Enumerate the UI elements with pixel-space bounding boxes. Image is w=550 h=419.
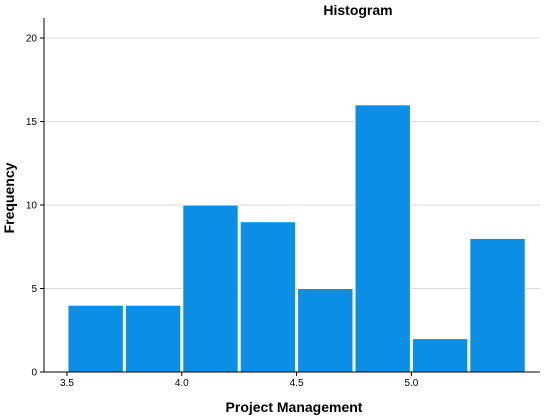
- chart-title: Histogram: [323, 2, 392, 18]
- y-tick-label-10: 10: [26, 201, 38, 212]
- bar-6: [354, 104, 411, 373]
- y-tick-label-0: 0: [31, 368, 37, 379]
- x-tick-label-5.0: 5.0: [404, 378, 418, 389]
- x-axis-label: Project Management: [226, 399, 363, 415]
- y-axis-ticks: 0 5 10 15 20: [26, 34, 44, 379]
- bar-4: [239, 221, 297, 373]
- bar-7: [411, 338, 469, 373]
- x-tick-label-4.0: 4.0: [175, 378, 189, 389]
- bar-3: [182, 204, 239, 373]
- x-tick-label-3.5: 3.5: [60, 378, 74, 389]
- x-tick-label-4.5: 4.5: [290, 378, 304, 389]
- y-axis-label: Frequency: [1, 162, 17, 233]
- y-tick-label-15: 15: [26, 117, 38, 128]
- y-tick-label-20: 20: [26, 34, 38, 45]
- axes: [43, 18, 540, 373]
- bar-2: [124, 304, 182, 373]
- y-tick-label-5: 5: [31, 284, 37, 295]
- bar-5: [297, 288, 354, 373]
- bars: [67, 104, 526, 373]
- x-axis-ticks: 3.5 4.0 4.5 5.0: [60, 372, 419, 389]
- bar-1: [67, 304, 124, 373]
- bar-8: [469, 237, 526, 373]
